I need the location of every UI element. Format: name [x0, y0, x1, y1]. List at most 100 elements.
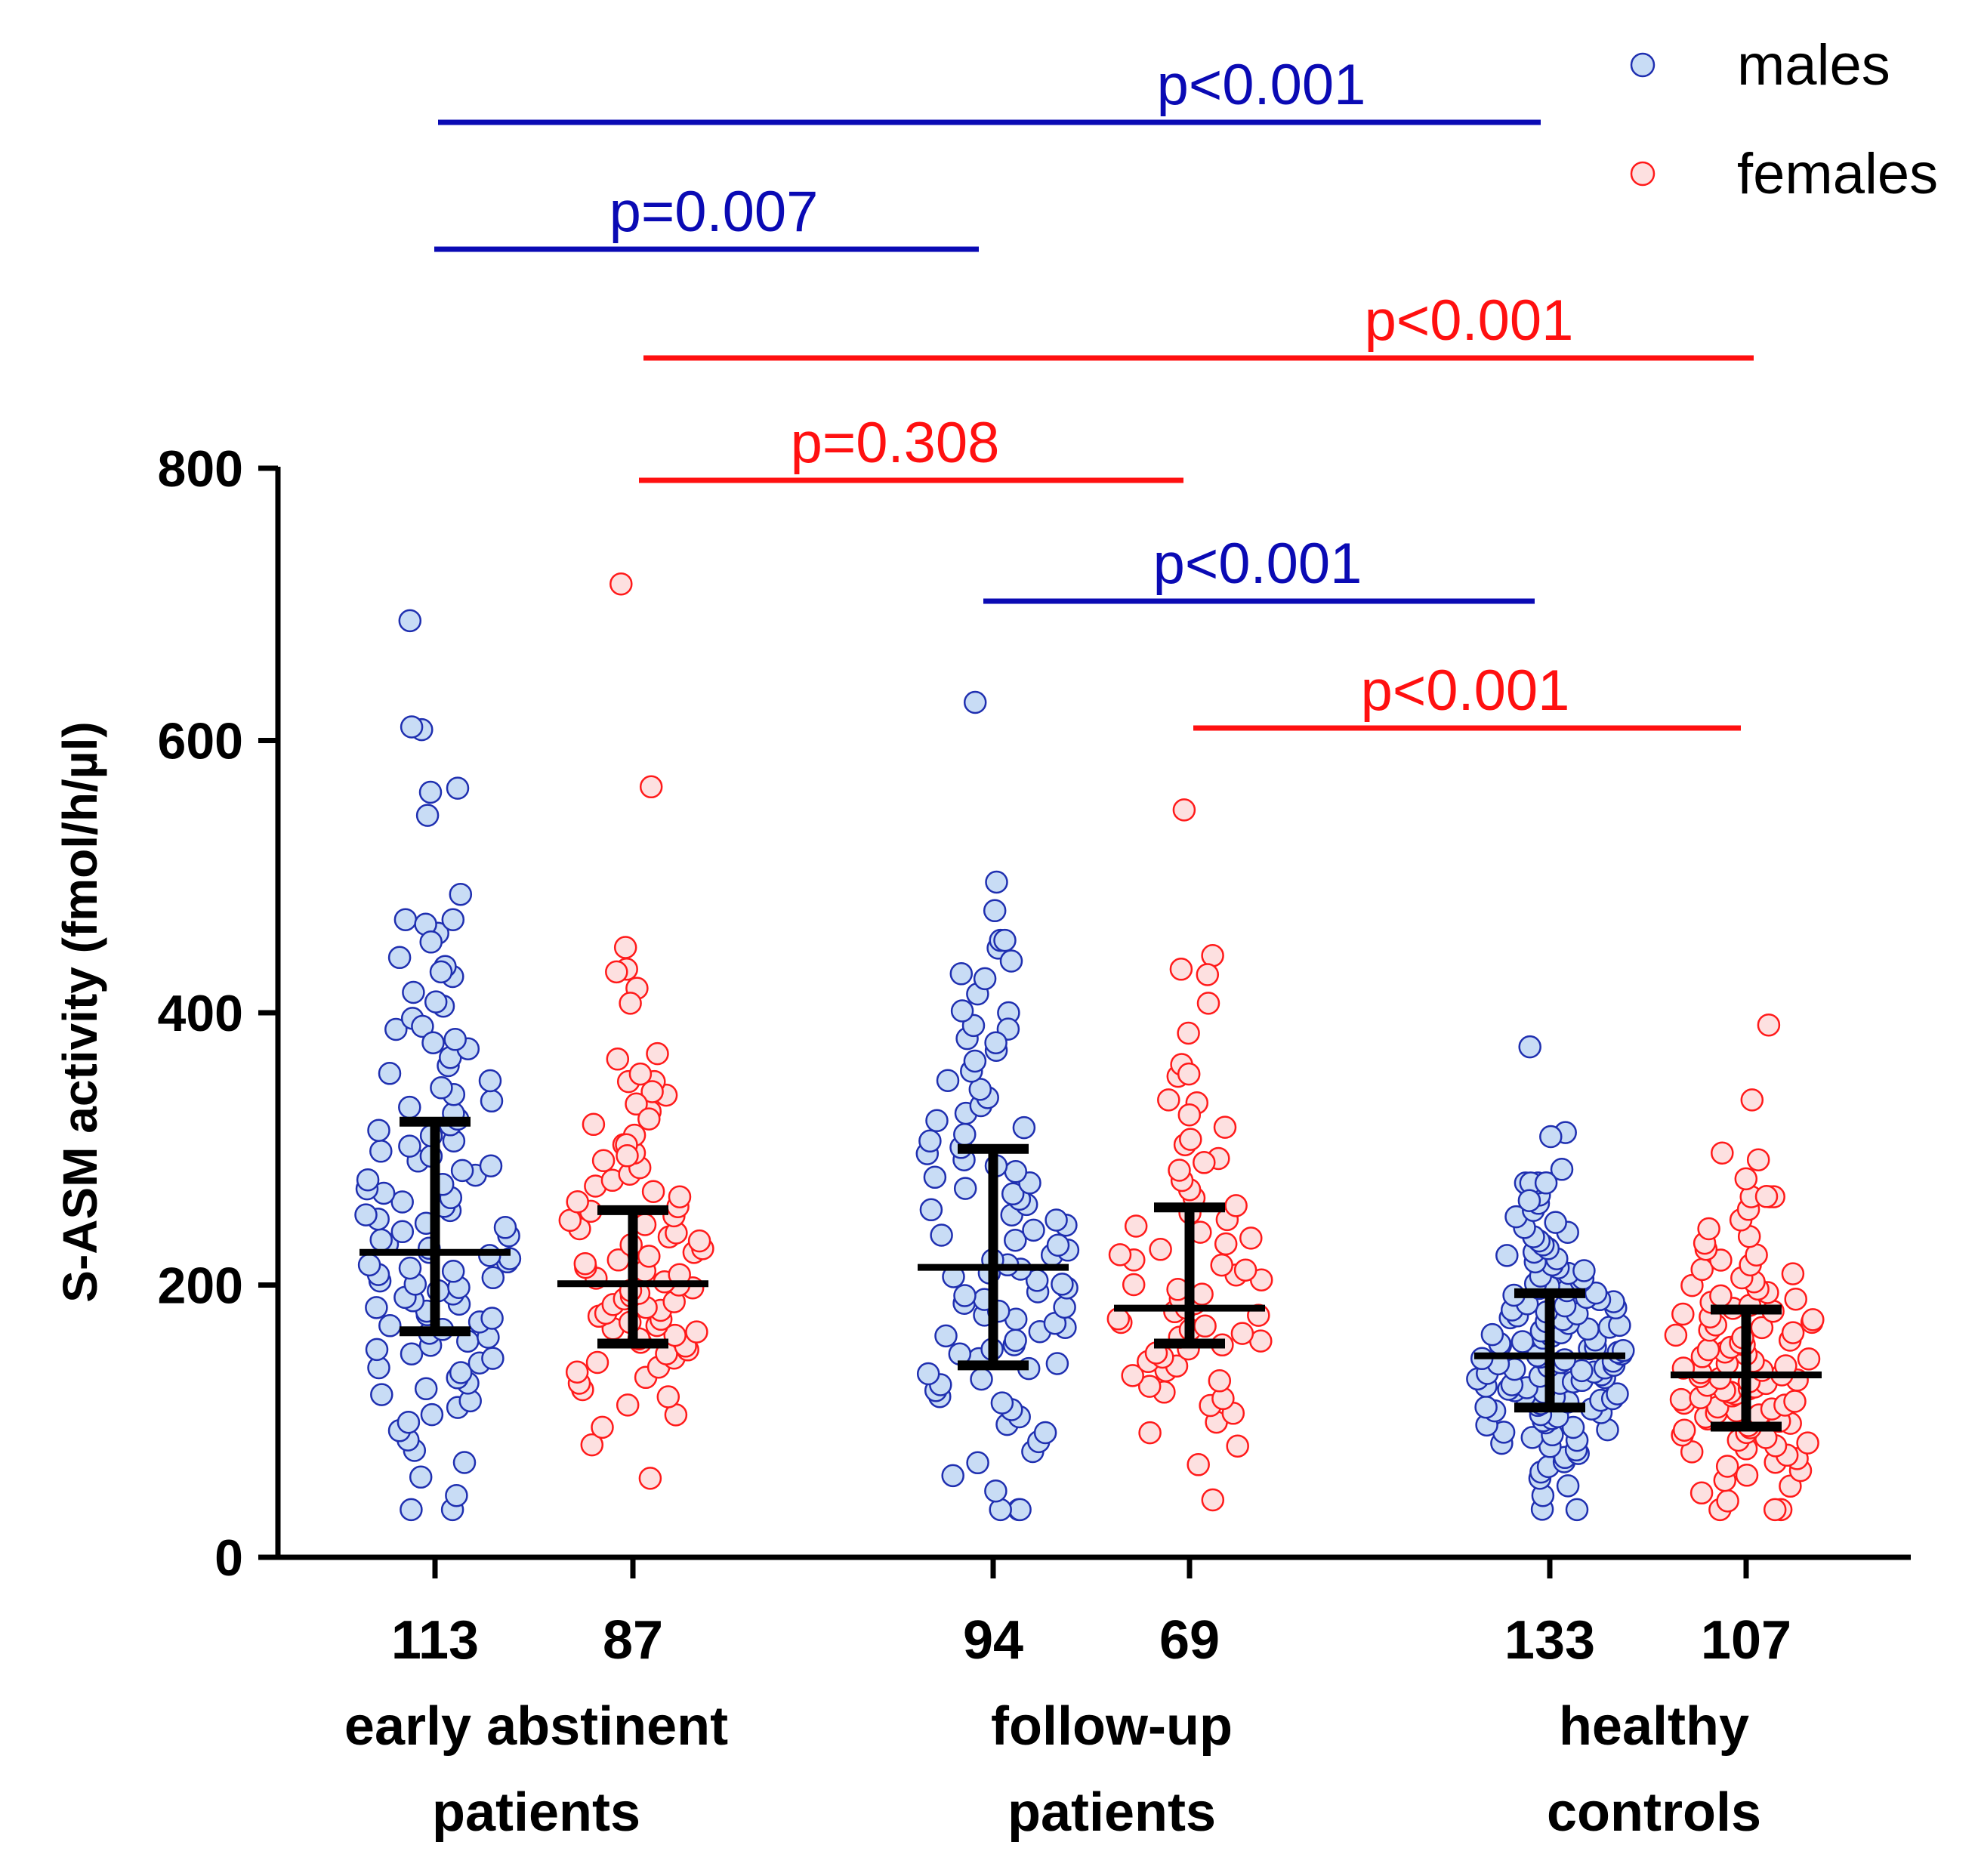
series-4-summary: [1114, 1202, 1265, 1349]
data-point: [449, 1361, 473, 1384]
data-point: [1584, 1281, 1608, 1305]
legend: males females: [1630, 33, 1938, 206]
data-point: [1572, 1259, 1596, 1282]
data-point: [1553, 1348, 1576, 1372]
data-point: [973, 967, 997, 991]
data-point: [414, 1377, 438, 1401]
series-2-points: [558, 572, 714, 1490]
data-point: [446, 776, 470, 800]
data-point: [566, 1190, 589, 1214]
data-point: [493, 1216, 517, 1239]
x-tick-label-n: 113: [391, 1610, 479, 1671]
data-point: [452, 1451, 477, 1474]
data-point: [1801, 1308, 1825, 1331]
data-point: [605, 960, 628, 984]
data-point: [1208, 1369, 1232, 1393]
data-point: [441, 1260, 465, 1283]
data-point: [609, 572, 633, 596]
significance-label-2: p=0.007: [609, 180, 819, 244]
data-point: [1784, 1287, 1807, 1311]
data-point: [378, 1062, 402, 1085]
data-point: [1556, 1474, 1580, 1498]
data-point: [637, 1107, 661, 1131]
axes-layer: S-ASM activity (fmol/h/µl): [53, 467, 1911, 1560]
significance-label-4: p=0.308: [791, 411, 1000, 475]
data-point: [365, 1296, 388, 1319]
data-point: [950, 999, 974, 1023]
data-point: [953, 1177, 977, 1200]
data-point: [941, 1464, 964, 1488]
data-point: [687, 1229, 711, 1253]
data-point: [1757, 1013, 1781, 1037]
series-1-points: [354, 609, 522, 1522]
data-point: [1517, 1189, 1541, 1212]
data-point: [1201, 1488, 1225, 1512]
data-point: [370, 1383, 393, 1406]
data-point: [409, 1465, 433, 1489]
data-point: [1561, 1415, 1585, 1439]
data-point: [411, 1014, 434, 1038]
data-point: [930, 1223, 953, 1247]
data-point: [1214, 1232, 1238, 1256]
data-point: [1108, 1243, 1132, 1267]
group-label-line1: healthy: [1559, 1696, 1749, 1757]
data-point: [1149, 1238, 1172, 1261]
data-point: [1754, 1185, 1779, 1208]
x-labels-layer: 113 87 94 69 133 107 early abstinent patients fo…: [344, 1557, 1791, 1843]
data-point: [582, 1112, 606, 1137]
data-point: [1051, 1273, 1074, 1296]
significance-label-5: p<0.001: [1153, 532, 1362, 596]
y-axis-title: S-ASM activity (fmol/h/µl): [53, 721, 107, 1302]
data-point: [1689, 1481, 1714, 1505]
data-point: [625, 1092, 648, 1116]
data-point: [685, 1320, 708, 1344]
data-point: [397, 1410, 421, 1434]
data-point: [479, 1154, 503, 1177]
data-point: [1201, 944, 1224, 967]
data-point: [999, 949, 1023, 973]
data-point: [1224, 1194, 1248, 1217]
data-point: [1796, 1431, 1819, 1455]
data-point: [1781, 1321, 1805, 1344]
data-point: [1122, 1273, 1146, 1297]
data-point: [424, 990, 448, 1014]
data-point: [390, 1220, 415, 1244]
data-point: [1169, 958, 1193, 981]
data-point: [1518, 1035, 1541, 1059]
data-point: [1495, 1244, 1519, 1267]
data-point: [419, 930, 443, 954]
data-point: [421, 1031, 445, 1054]
data-point: [1177, 1062, 1201, 1086]
data-point: [1186, 1453, 1210, 1476]
data-point: [963, 1049, 987, 1073]
data-point: [1511, 1330, 1535, 1353]
data-point: [1709, 1284, 1733, 1308]
x-tick-label-n: 69: [1159, 1610, 1220, 1671]
series-3-points: [915, 690, 1080, 1522]
data-point: [1697, 1217, 1720, 1241]
data-point: [668, 1185, 692, 1208]
y-tick-label: 400: [158, 985, 243, 1042]
series-2-summary: [557, 1205, 708, 1349]
data-point: [1196, 992, 1220, 1015]
data-point: [565, 1360, 589, 1384]
data-point: [1045, 1208, 1068, 1232]
significance-label-3: p<0.001: [1365, 288, 1574, 353]
data-point: [1157, 1088, 1180, 1112]
data-point: [367, 1119, 390, 1142]
data-point: [1711, 1141, 1734, 1165]
data-point: [1008, 1498, 1032, 1522]
data-point: [953, 1122, 977, 1146]
legend-marker-males: [1630, 52, 1656, 78]
series-3-summary: [918, 1143, 1069, 1371]
data-point: [1172, 798, 1196, 822]
data-point: [1606, 1382, 1629, 1405]
data-point: [985, 870, 1008, 894]
data-point: [1539, 1125, 1563, 1149]
data-point: [1196, 963, 1220, 986]
data-point: [369, 1140, 393, 1163]
data-point: [1696, 1338, 1720, 1362]
data-point: [398, 1134, 421, 1158]
data-point: [1137, 1375, 1162, 1398]
data-point: [1053, 1295, 1076, 1319]
